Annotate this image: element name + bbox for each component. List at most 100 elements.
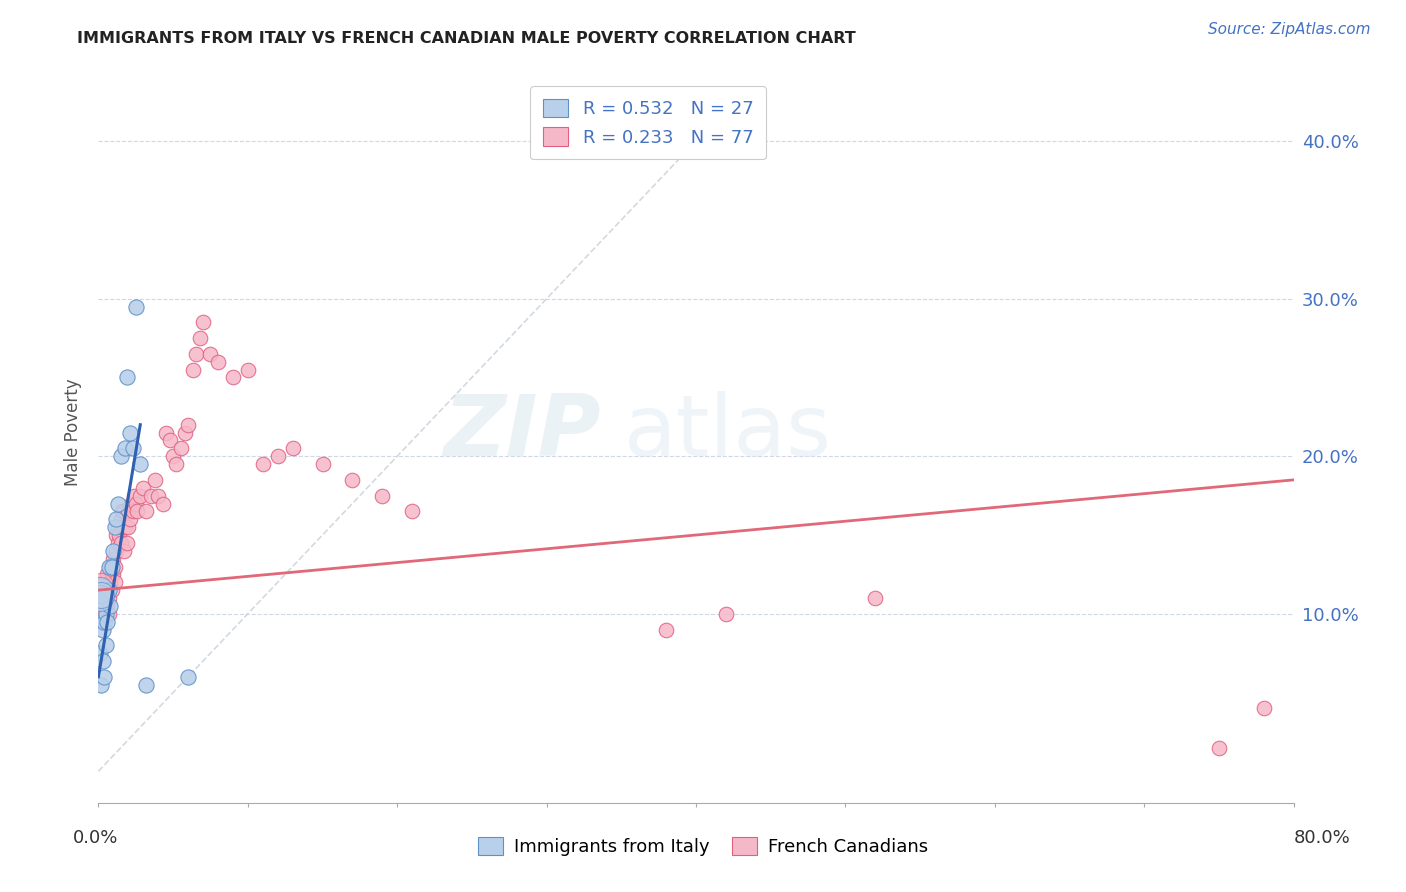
Point	[222, 370, 245, 384]
Point	[97, 607, 120, 621]
Text: Source: ZipAtlas.com: Source: ZipAtlas.com	[1208, 22, 1371, 37]
Point	[110, 512, 132, 526]
Point	[139, 489, 162, 503]
Point	[89, 599, 111, 613]
Point	[125, 300, 148, 314]
Point	[111, 520, 134, 534]
Point	[104, 575, 127, 590]
Point	[101, 567, 124, 582]
Point	[159, 434, 181, 448]
Point	[91, 599, 114, 613]
Point	[177, 417, 200, 432]
Point	[120, 496, 142, 510]
Point	[114, 442, 136, 456]
Point	[93, 615, 115, 629]
Point	[108, 528, 131, 542]
Point	[112, 543, 135, 558]
Point	[1208, 740, 1230, 755]
Point	[96, 567, 118, 582]
Point	[125, 496, 148, 510]
Point	[107, 536, 129, 550]
Point	[236, 362, 259, 376]
Point	[252, 457, 274, 471]
Point	[89, 583, 111, 598]
Point	[104, 520, 127, 534]
Point	[281, 442, 304, 456]
Point	[155, 425, 177, 440]
Point	[96, 615, 118, 629]
Point	[107, 496, 129, 510]
Point	[90, 588, 112, 602]
Point	[114, 520, 136, 534]
Point	[191, 315, 214, 329]
Point	[89, 646, 111, 660]
Point	[103, 543, 125, 558]
Point	[111, 504, 134, 518]
Point	[94, 607, 117, 621]
Point	[98, 599, 122, 613]
Y-axis label: Male Poverty: Male Poverty	[65, 379, 83, 486]
Legend: Immigrants from Italy, French Canadians: Immigrants from Italy, French Canadians	[471, 830, 935, 863]
Point	[177, 670, 200, 684]
Point	[90, 583, 112, 598]
Point	[101, 583, 124, 598]
Point	[371, 489, 394, 503]
Point	[121, 504, 143, 518]
Point	[655, 623, 678, 637]
Point	[115, 370, 138, 384]
Point	[184, 347, 207, 361]
Point	[127, 504, 149, 518]
Point	[115, 536, 138, 550]
Point	[96, 599, 118, 613]
Text: atlas: atlas	[624, 391, 832, 475]
Point	[118, 425, 141, 440]
Point	[174, 425, 197, 440]
Point	[93, 607, 115, 621]
Point	[121, 442, 143, 456]
Point	[90, 615, 112, 629]
Point	[97, 583, 120, 598]
Point	[94, 638, 117, 652]
Point	[117, 520, 139, 534]
Point	[103, 551, 125, 566]
Point	[103, 567, 125, 582]
Point	[105, 528, 128, 542]
Point	[97, 559, 120, 574]
Point	[105, 543, 128, 558]
Point	[90, 615, 112, 629]
Point	[207, 355, 229, 369]
Point	[117, 504, 139, 518]
Point	[89, 599, 111, 613]
Point	[104, 559, 127, 574]
Point	[94, 583, 117, 598]
Text: 0.0%: 0.0%	[73, 829, 118, 847]
Point	[101, 559, 124, 574]
Point	[91, 654, 114, 668]
Point	[110, 449, 132, 463]
Point	[97, 591, 120, 605]
Point	[1253, 701, 1275, 715]
Point	[401, 504, 423, 518]
Point	[89, 607, 111, 621]
Text: ZIP: ZIP	[443, 391, 600, 475]
Point	[98, 559, 122, 574]
Point	[181, 362, 204, 376]
Point	[118, 512, 141, 526]
Point	[135, 504, 157, 518]
Point	[152, 496, 174, 510]
Point	[107, 520, 129, 534]
Point	[132, 481, 155, 495]
Point	[98, 575, 122, 590]
Point	[91, 623, 114, 637]
Point	[129, 489, 152, 503]
Text: 80.0%: 80.0%	[1294, 829, 1350, 847]
Point	[93, 670, 115, 684]
Point	[714, 607, 737, 621]
Point	[90, 678, 112, 692]
Point	[135, 678, 157, 692]
Point	[865, 591, 887, 605]
Point	[90, 594, 112, 608]
Point	[200, 347, 222, 361]
Point	[188, 331, 211, 345]
Point	[129, 457, 152, 471]
